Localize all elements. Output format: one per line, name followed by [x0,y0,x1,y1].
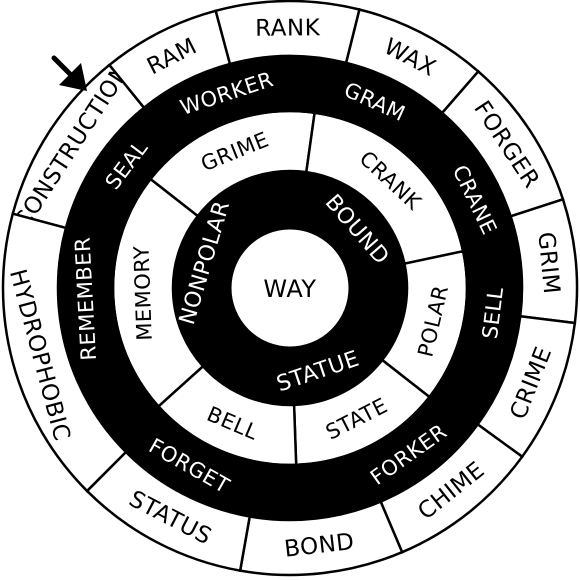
cell-wax[interactable]: WAX [344,8,481,115]
cell-label: GRIM [532,231,564,296]
cell-state[interactable]: STATE [292,358,432,467]
center-hub[interactable]: WAY [228,226,352,350]
cell-label: MEMORY [129,245,156,341]
cell-shape [1,212,128,493]
cell-grim[interactable]: GRIM [509,197,579,325]
cell-bell[interactable]: BELL [156,364,298,467]
arrow-pointer-icon [51,55,87,91]
center-label: WAY [263,275,316,303]
cell-remember[interactable]: REMEMBER [56,195,137,403]
cell-crane[interactable]: CRANE [415,125,522,268]
cell-label: RANK [255,15,321,42]
cell-rank[interactable]: RANK [214,0,361,66]
cell-bond[interactable]: BOND [238,499,404,577]
